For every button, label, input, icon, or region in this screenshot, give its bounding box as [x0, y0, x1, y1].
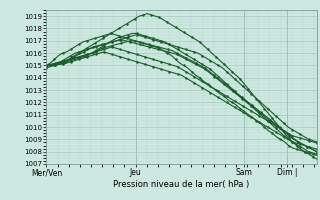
X-axis label: Pression niveau de la mer( hPa ): Pression niveau de la mer( hPa ) — [114, 180, 250, 189]
